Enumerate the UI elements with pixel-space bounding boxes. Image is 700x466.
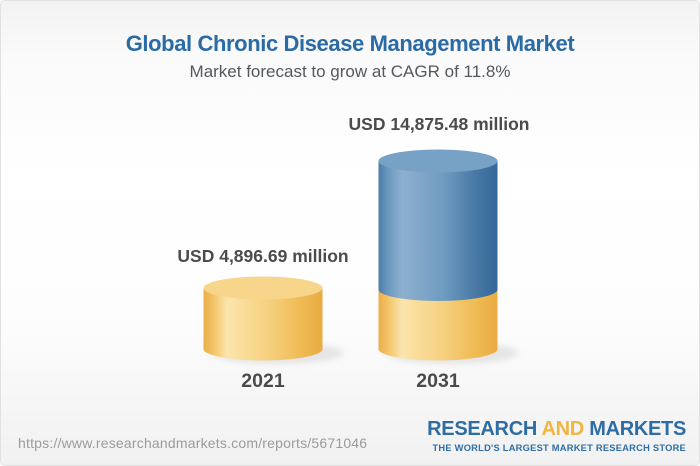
logo-tagline: THE WORLD'S LARGEST MARKET RESEARCH STOR… (432, 443, 686, 453)
research-and-markets-logo[interactable]: RESEARCH AND MARKETS THE WORLD'S LARGEST… (427, 419, 686, 454)
logo-wordmark: RESEARCH AND MARKETS (427, 419, 686, 440)
category-label-2021: 2021 (241, 370, 285, 392)
value-label-2021: USD 4,896.69 million (177, 246, 349, 266)
bar-2021-top (203, 276, 323, 300)
bar-2021-body (203, 288, 323, 361)
bar-2031-segment-base (378, 289, 498, 361)
bar-2031-segment-growth (378, 161, 498, 302)
page-title: Global Chronic Disease Management Market (125, 31, 575, 56)
page-subtitle: Market forecast to grow at CAGR of 11.8% (189, 62, 511, 81)
report-url-link[interactable]: https://www.researchandmarkets.com/repor… (18, 435, 368, 451)
value-label-2031: USD 14,875.48 million (348, 114, 530, 134)
logo-word-and: AND (541, 418, 585, 440)
bar-2031-top (378, 149, 498, 173)
logo-word-markets: MARKETS (589, 418, 686, 440)
category-label-2031: 2031 (416, 370, 460, 392)
logo-word-research: RESEARCH (427, 418, 537, 440)
